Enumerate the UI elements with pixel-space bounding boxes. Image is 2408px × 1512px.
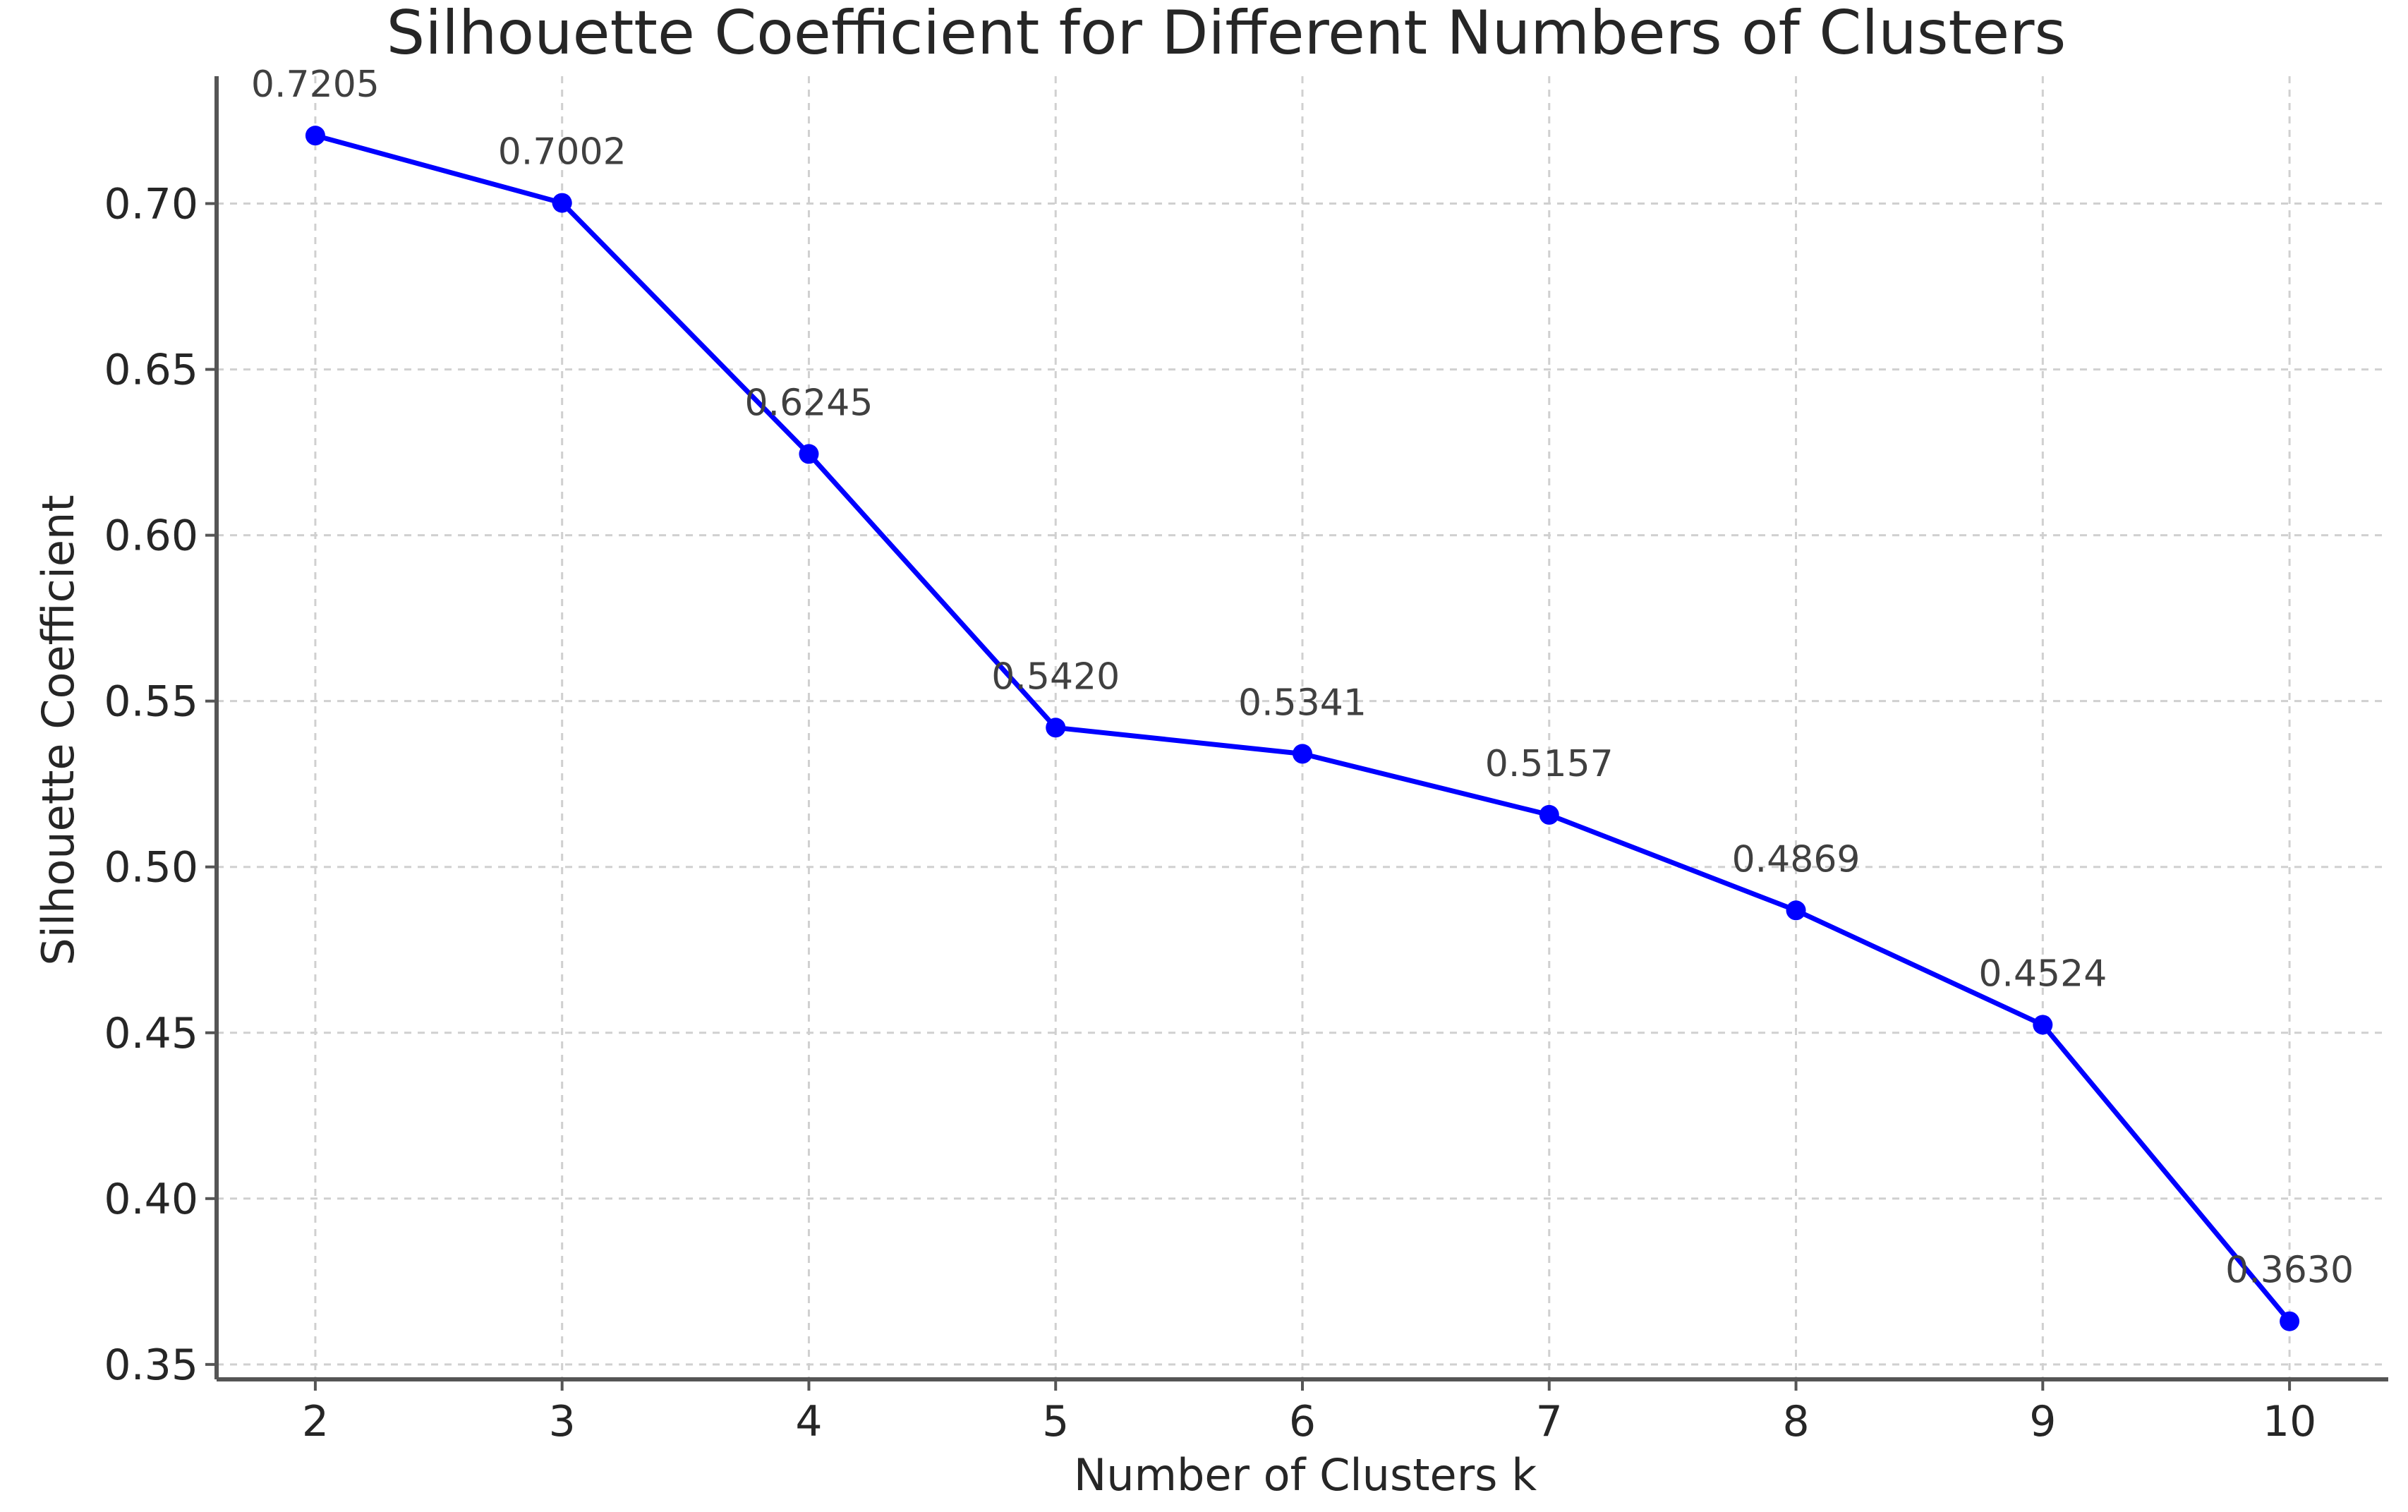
y-tick-label: 0.50 [104, 843, 198, 893]
data-label: 0.4869 [1732, 838, 1861, 881]
data-point [552, 193, 572, 213]
x-tick-label: 7 [1536, 1397, 1563, 1446]
series-line [314, 133, 2292, 1323]
data-point [2280, 1311, 2300, 1331]
data-point [1539, 804, 1559, 825]
data-point [1293, 744, 1312, 764]
y-tick-label: 0.70 [104, 180, 198, 229]
x-tick-label: 9 [2029, 1397, 2056, 1446]
y-tick-label: 0.55 [104, 677, 198, 727]
data-labels: 0.7205 0.7002 0.6245 0.5420 0.5341 0.5157 0.48… [251, 63, 2354, 1292]
series-silhouette [314, 133, 2292, 1323]
data-points [305, 126, 2300, 1331]
y-tick-label: 0.45 [104, 1009, 198, 1058]
data-label: 0.7002 [498, 131, 627, 174]
x-tick-label: 8 [1782, 1397, 1809, 1446]
x-axis-ticks: 2 3 4 5 6 7 8 9 10 [302, 1379, 2316, 1446]
data-label: 0.3630 [2225, 1250, 2354, 1292]
data-label: 0.5157 [1485, 743, 1614, 785]
data-point [1046, 718, 1066, 738]
y-axis-ticks: 0.35 0.40 0.45 0.50 0.55 0.60 0.65 0.70 [104, 180, 217, 1390]
y-tick-label: 0.65 [104, 346, 198, 395]
x-tick-label: 2 [302, 1397, 329, 1446]
x-tick-label: 10 [2263, 1397, 2316, 1446]
x-tick-label: 6 [1289, 1397, 1316, 1446]
x-tick-label: 4 [795, 1397, 822, 1446]
y-axis-label: Silhouette Coefficient [32, 495, 84, 965]
x-tick-label: 3 [549, 1397, 576, 1446]
x-axis-label: Number of Clusters k [1074, 1449, 1537, 1501]
y-tick-label: 0.60 [104, 512, 198, 561]
data-label: 0.4524 [1978, 952, 2107, 995]
grid [217, 76, 2388, 1379]
data-label: 0.5420 [991, 655, 1120, 698]
y-tick-label: 0.35 [104, 1341, 198, 1390]
data-label: 0.5341 [1238, 682, 1367, 724]
axes [214, 76, 2388, 1381]
y-tick-label: 0.40 [104, 1175, 198, 1224]
chart-title: Silhouette Coefficient for Different Num… [387, 0, 2067, 68]
data-point [799, 444, 819, 464]
x-tick-label: 5 [1042, 1397, 1069, 1446]
data-label: 0.7205 [251, 63, 380, 106]
data-point [2033, 1015, 2053, 1035]
data-point [305, 126, 325, 146]
data-point [1786, 900, 1806, 921]
data-label: 0.6245 [744, 382, 873, 424]
